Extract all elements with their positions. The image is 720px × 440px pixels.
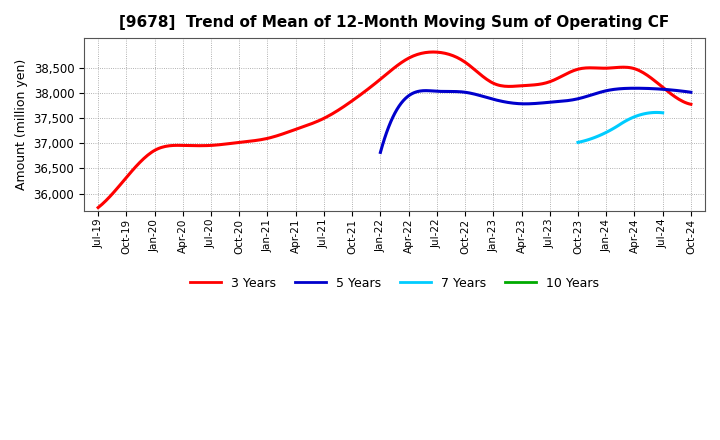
Y-axis label: Amount (million yen): Amount (million yen)	[15, 59, 28, 190]
Title: [9678]  Trend of Mean of 12-Month Moving Sum of Operating CF: [9678] Trend of Mean of 12-Month Moving …	[120, 15, 670, 30]
Legend: 3 Years, 5 Years, 7 Years, 10 Years: 3 Years, 5 Years, 7 Years, 10 Years	[185, 272, 604, 295]
